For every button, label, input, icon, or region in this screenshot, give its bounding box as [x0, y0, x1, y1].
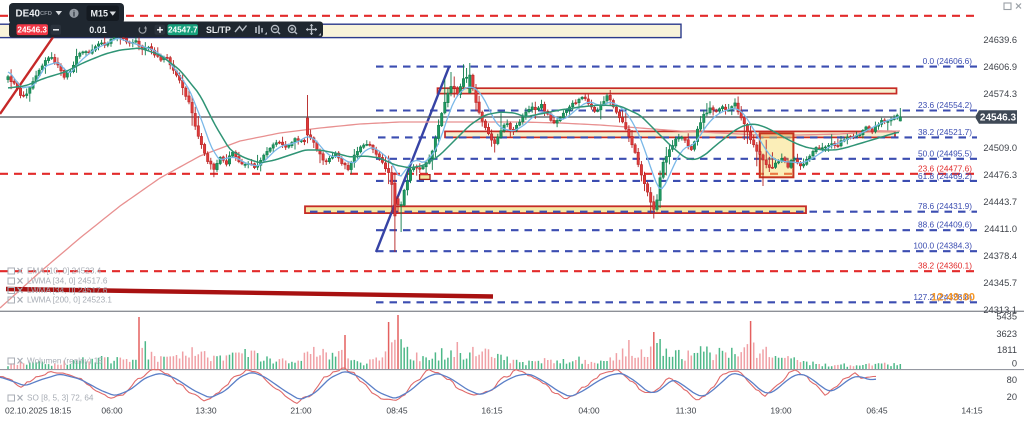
svg-text:SL/TP: SL/TP — [206, 25, 231, 35]
svg-text:50.0 (24495.5): 50.0 (24495.5) — [918, 148, 972, 158]
svg-text:24639.6: 24639.6 — [983, 35, 1017, 45]
svg-text:i: i — [73, 9, 75, 18]
svg-text:100.0 (24384.3): 100.0 (24384.3) — [913, 241, 972, 251]
svg-text:12:49:00: 12:49:00 — [931, 292, 975, 304]
svg-text:24313.1: 24313.1 — [983, 305, 1017, 315]
svg-text:38.2 (24360.1): 38.2 (24360.1) — [918, 261, 972, 271]
svg-text:24606.9: 24606.9 — [983, 62, 1017, 72]
svg-text:Wolumen (realny) 15: Wolumen (realny) 15 — [27, 357, 103, 366]
svg-text:88.6 (24409.6): 88.6 (24409.6) — [918, 220, 972, 230]
svg-text:11:30: 11:30 — [676, 406, 697, 416]
svg-text:24574.3: 24574.3 — [983, 89, 1017, 99]
svg-text:24378.4: 24378.4 — [983, 251, 1017, 261]
svg-text:78.6 (24431.9): 78.6 (24431.9) — [918, 201, 972, 211]
svg-text:38.2 (24521.7): 38.2 (24521.7) — [918, 127, 972, 137]
svg-text:20: 20 — [1007, 392, 1017, 402]
svg-text:04:00: 04:00 — [578, 406, 600, 416]
svg-text:127.2 (24328.8): 127.2 (24328.8) — [913, 292, 972, 302]
svg-text:24443.7: 24443.7 — [983, 197, 1017, 207]
svg-text:14:15: 14:15 — [961, 406, 983, 416]
svg-text:06:00: 06:00 — [101, 406, 123, 416]
svg-text:0.0 (24606.6): 0.0 (24606.6) — [923, 56, 973, 66]
svg-text:24547.7: 24547.7 — [168, 26, 198, 35]
svg-text:23.6 (24554.2): 23.6 (24554.2) — [918, 100, 972, 110]
svg-text:06:45: 06:45 — [866, 406, 888, 416]
svg-text:1811: 1811 — [997, 345, 1017, 355]
svg-text:24345.7: 24345.7 — [983, 278, 1017, 288]
svg-text:CFD: CFD — [40, 11, 52, 17]
svg-text:0.01: 0.01 — [89, 25, 107, 35]
svg-text:5435: 5435 — [996, 312, 1017, 322]
svg-text:SO [8, 5, 3] 72, 64: SO [8, 5, 3] 72, 64 — [27, 394, 94, 403]
svg-text:19:00: 19:00 — [770, 406, 792, 416]
svg-text:16:15: 16:15 — [481, 406, 503, 416]
svg-text:24546.3: 24546.3 — [17, 26, 47, 35]
svg-text:02.10.2025 18:15: 02.10.2025 18:15 — [5, 406, 71, 416]
svg-text:80: 80 — [1007, 375, 1017, 385]
svg-text:3623: 3623 — [996, 329, 1017, 339]
svg-text:61.8 (24469.2): 61.8 (24469.2) — [918, 171, 972, 181]
svg-text:24411.0: 24411.0 — [984, 224, 1017, 234]
svg-text:LWMA [34, 0] 24517.6: LWMA [34, 0] 24517.6 — [27, 277, 108, 286]
svg-text:M15: M15 — [91, 9, 109, 19]
svg-text:23.6 (24477.6): 23.6 (24477.6) — [918, 163, 972, 173]
svg-text:LWMA [200, 0] 24523.1: LWMA [200, 0] 24523.1 — [27, 296, 112, 305]
svg-text:08:45: 08:45 — [386, 406, 408, 416]
svg-text:13:30: 13:30 — [195, 406, 217, 416]
svg-text:0: 0 — [1012, 359, 1017, 369]
svg-text:DE40: DE40 — [16, 9, 41, 20]
svg-text:EMA [10, 0] 24523.4: EMA [10, 0] 24523.4 — [27, 267, 102, 276]
svg-text:24509.0: 24509.0 — [983, 143, 1017, 153]
svg-text:LWMA [34, 0] 24517.6: LWMA [34, 0] 24517.6 — [27, 286, 108, 295]
svg-text:24476.3: 24476.3 — [983, 170, 1017, 180]
svg-text:21:00: 21:00 — [290, 406, 312, 416]
svg-text:24546.3: 24546.3 — [980, 112, 1017, 123]
